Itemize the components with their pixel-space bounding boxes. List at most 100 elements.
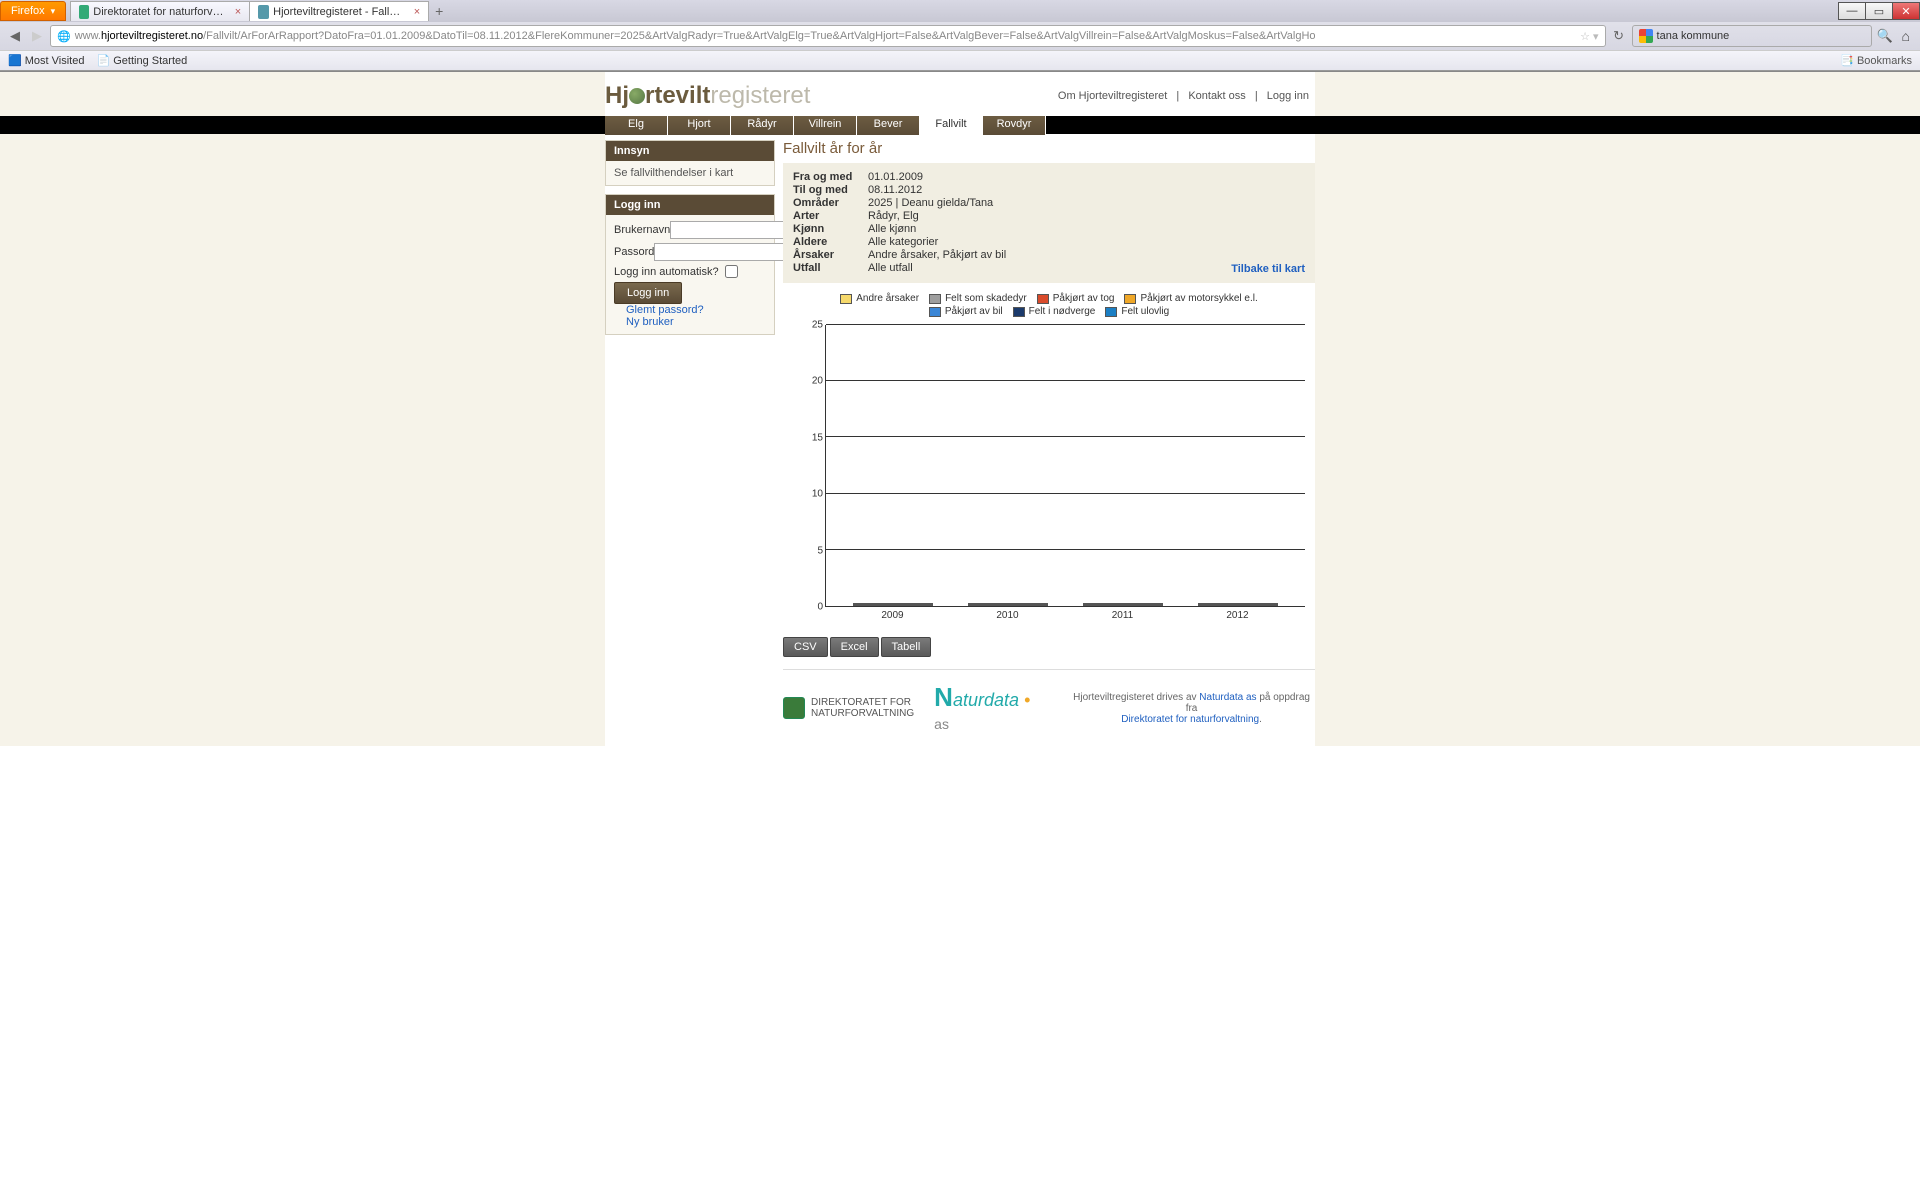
google-icon <box>1639 29 1653 43</box>
report-title: Fallvilt år for år <box>783 140 1315 157</box>
bm-getting-started[interactable]: Getting Started <box>113 55 187 67</box>
label-password: Passord <box>614 246 654 258</box>
footer: DIREKTORATET FORNATURFORVALTNING Naturda… <box>783 669 1315 746</box>
grid-line <box>826 380 1305 381</box>
link-dn[interactable]: Direktoratet for naturforvaltning <box>1121 714 1259 725</box>
input-password[interactable] <box>654 243 804 261</box>
main-nav: ElgHjortRådyrVillreinBeverFallviltRovdyr <box>605 116 1315 135</box>
window-buttons: — ▭ ✕ <box>1839 2 1920 20</box>
footer-text: Hjorteviltregisteret drives av Naturdata… <box>1068 692 1315 725</box>
panel-innsyn-header: Innsyn <box>606 141 774 161</box>
page-container: Hjrteviltregisteret Om Hjorteviltregiste… <box>605 72 1315 116</box>
nav-villrein[interactable]: Villrein <box>794 116 857 135</box>
download-excel[interactable]: Excel <box>830 637 879 657</box>
nav-fallvilt[interactable]: Fallvilt <box>920 116 983 135</box>
site-header: Hjrteviltregisteret Om Hjorteviltregiste… <box>605 72 1315 116</box>
bar-column <box>1083 603 1163 606</box>
checkbox-auto-login[interactable] <box>725 265 738 278</box>
minimize-button[interactable]: — <box>1838 2 1866 20</box>
link-naturdata[interactable]: Naturdata as <box>1199 692 1256 703</box>
bm-most-visited[interactable]: Most Visited <box>25 55 85 67</box>
browser-tab[interactable]: Direktoratet for naturforvaltning - Øk..… <box>70 1 250 21</box>
legend-item: Påkjørt av motorsykkel e.l. <box>1124 293 1257 304</box>
new-tab-button[interactable]: + <box>428 3 450 19</box>
bar-segment <box>968 604 1048 606</box>
chart: 0510152025 2009201020112012 <box>807 325 1305 625</box>
link-back-to-map[interactable]: Tilbake til kart <box>1231 263 1305 275</box>
download-csv[interactable]: CSV <box>783 637 828 657</box>
bm-bookmarks[interactable]: Bookmarks <box>1857 55 1912 67</box>
nav-elg[interactable]: Elg <box>605 116 668 135</box>
y-tick: 25 <box>812 320 823 331</box>
main-column: Fallvilt år for år Fra og med01.01.2009T… <box>783 140 1315 746</box>
reload-button[interactable]: ↻ <box>1610 27 1628 45</box>
browser-tab[interactable]: Hjorteviltregisteret - FallviltRapport× <box>249 1 429 21</box>
info-row: UtfallAlle utfall <box>793 262 1305 274</box>
label-auto-login: Logg inn automatisk? <box>614 266 719 278</box>
dn-icon <box>783 697 805 719</box>
legend-item: Felt som skadedyr <box>929 293 1027 304</box>
info-row: KjønnAlle kjønn <box>793 223 1305 235</box>
search-go-icon[interactable]: 🔍 <box>1876 27 1894 45</box>
info-row: Fra og med01.01.2009 <box>793 171 1305 183</box>
footer-logo-dn[interactable]: DIREKTORATET FORNATURFORVALTNING <box>783 697 914 719</box>
firefox-menu-button[interactable]: Firefox <box>0 1 66 21</box>
bar-segment <box>853 604 933 606</box>
bars <box>826 325 1305 606</box>
y-tick: 20 <box>812 376 823 387</box>
link-contact[interactable]: Kontakt oss <box>1188 90 1245 102</box>
footer-logo-naturdata[interactable]: Naturdata • as <box>934 682 1048 734</box>
bookmark-star-icon[interactable]: ☆ ▾ <box>1580 30 1598 43</box>
maximize-button[interactable]: ▭ <box>1865 2 1893 20</box>
download-tabell[interactable]: Tabell <box>881 637 932 657</box>
link-map-events[interactable]: Se fallvilthendelser i kart <box>614 167 733 179</box>
y-tick: 10 <box>812 489 823 500</box>
panel-innsyn: Innsyn Se fallvilthendelser i kart <box>605 140 775 186</box>
nav-rovdyr[interactable]: Rovdyr <box>983 116 1046 135</box>
legend-item: Påkjørt av tog <box>1037 293 1115 304</box>
header-links: Om Hjorteviltregisteret | Kontakt oss | … <box>1052 90 1315 102</box>
link-new-user[interactable]: Ny bruker <box>626 316 704 328</box>
nav-bever[interactable]: Bever <box>857 116 920 135</box>
report-info-box: Fra og med01.01.2009Til og med08.11.2012… <box>783 163 1315 283</box>
browser-tab-row: Firefox Direktoratet for naturforvaltnin… <box>0 0 1920 22</box>
home-button[interactable]: ⌂ <box>1898 28 1914 44</box>
forward-button[interactable]: ▶ <box>28 27 46 45</box>
content: Innsyn Se fallvilthendelser i kart Logg … <box>605 134 1315 746</box>
y-tick: 5 <box>817 545 823 556</box>
download-buttons: CSVExcelTabell <box>783 637 1315 657</box>
x-label: 2011 <box>1083 607 1163 625</box>
y-tick: 15 <box>812 432 823 443</box>
sidebar: Innsyn Se fallvilthendelser i kart Logg … <box>605 140 775 746</box>
bookmarks-bar: 🟦 Most Visited 📄 Getting Started 📑 Bookm… <box>0 50 1920 70</box>
site-logo[interactable]: Hjrteviltregisteret <box>605 82 810 110</box>
search-value: tana kommune <box>1657 30 1730 42</box>
address-row: ◀ ▶ 🌐 www. hjorteviltregisteret.no /Fall… <box>0 22 1920 50</box>
link-about[interactable]: Om Hjorteviltregisteret <box>1058 90 1167 102</box>
back-button[interactable]: ◀ <box>6 27 24 45</box>
chart-legend: Andre årsakerFelt som skadedyrPåkjørt av… <box>783 293 1315 325</box>
x-label: 2009 <box>853 607 933 625</box>
bar-column <box>968 603 1048 606</box>
panel-login: Logg inn Brukernavn Passord Logg inn aut… <box>605 194 775 335</box>
label-username: Brukernavn <box>614 224 670 236</box>
panel-login-header: Logg inn <box>606 195 774 215</box>
link-forgot-password[interactable]: Glemt passord? <box>626 304 704 316</box>
bar-column <box>1198 603 1278 606</box>
grid-line <box>826 436 1305 437</box>
nav-hjort[interactable]: Hjort <box>668 116 731 135</box>
x-label: 2010 <box>968 607 1048 625</box>
info-row: Til og med08.11.2012 <box>793 184 1305 196</box>
login-button[interactable]: Logg inn <box>614 282 682 304</box>
legend-item: Felt ulovlig <box>1105 306 1169 317</box>
browser-search[interactable]: tana kommune <box>1632 25 1872 47</box>
link-login[interactable]: Logg inn <box>1267 90 1309 102</box>
info-row: AldereAlle kategorier <box>793 236 1305 248</box>
x-axis-labels: 2009201020112012 <box>825 607 1305 625</box>
url-bar[interactable]: 🌐 www. hjorteviltregisteret.no /Fallvilt… <box>50 25 1606 47</box>
nav-rådyr[interactable]: Rådyr <box>731 116 794 135</box>
plot-area <box>825 325 1305 607</box>
info-row: ÅrsakerAndre årsaker, Påkjørt av bil <box>793 249 1305 261</box>
close-button[interactable]: ✕ <box>1892 2 1920 20</box>
browser-chrome: Firefox Direktoratet for naturforvaltnin… <box>0 0 1920 71</box>
